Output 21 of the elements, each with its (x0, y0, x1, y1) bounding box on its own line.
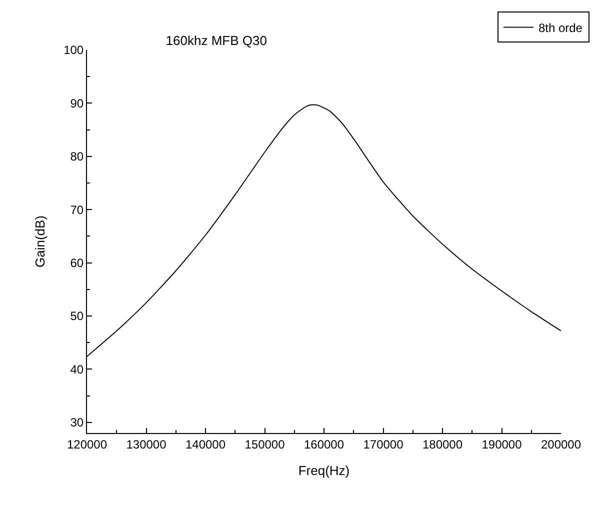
x-tick-label: 160000 (304, 437, 344, 452)
y-tick-label: 60 (70, 256, 84, 270)
x-tick-label: 150000 (244, 437, 286, 452)
x-tick-label: 120000 (66, 437, 108, 452)
chart-title: 160khz MFB Q30 (166, 33, 267, 48)
y-tick-label: 90 (70, 96, 84, 110)
x-tick-label: 140000 (185, 437, 226, 452)
y-tick-label: 50 (70, 309, 84, 324)
y-tick-label: 70 (70, 202, 84, 217)
y-tick-label: 100 (64, 43, 84, 58)
x-axis-title: Freq(Hz) (298, 463, 350, 478)
x-tick-label: 130000 (126, 437, 167, 452)
legend-label: 8th orde (538, 20, 583, 35)
y-axis-title: Gain(dB) (32, 215, 48, 268)
y-tick-label: 80 (70, 150, 84, 164)
x-tick-label: 170000 (363, 437, 404, 452)
x-tick-label: 190000 (482, 437, 522, 452)
x-tick-label: 180000 (422, 437, 463, 452)
y-tick-label: 30 (70, 416, 84, 430)
y-tick-label: 40 (70, 362, 84, 376)
x-tick-label: 200000 (540, 437, 582, 452)
